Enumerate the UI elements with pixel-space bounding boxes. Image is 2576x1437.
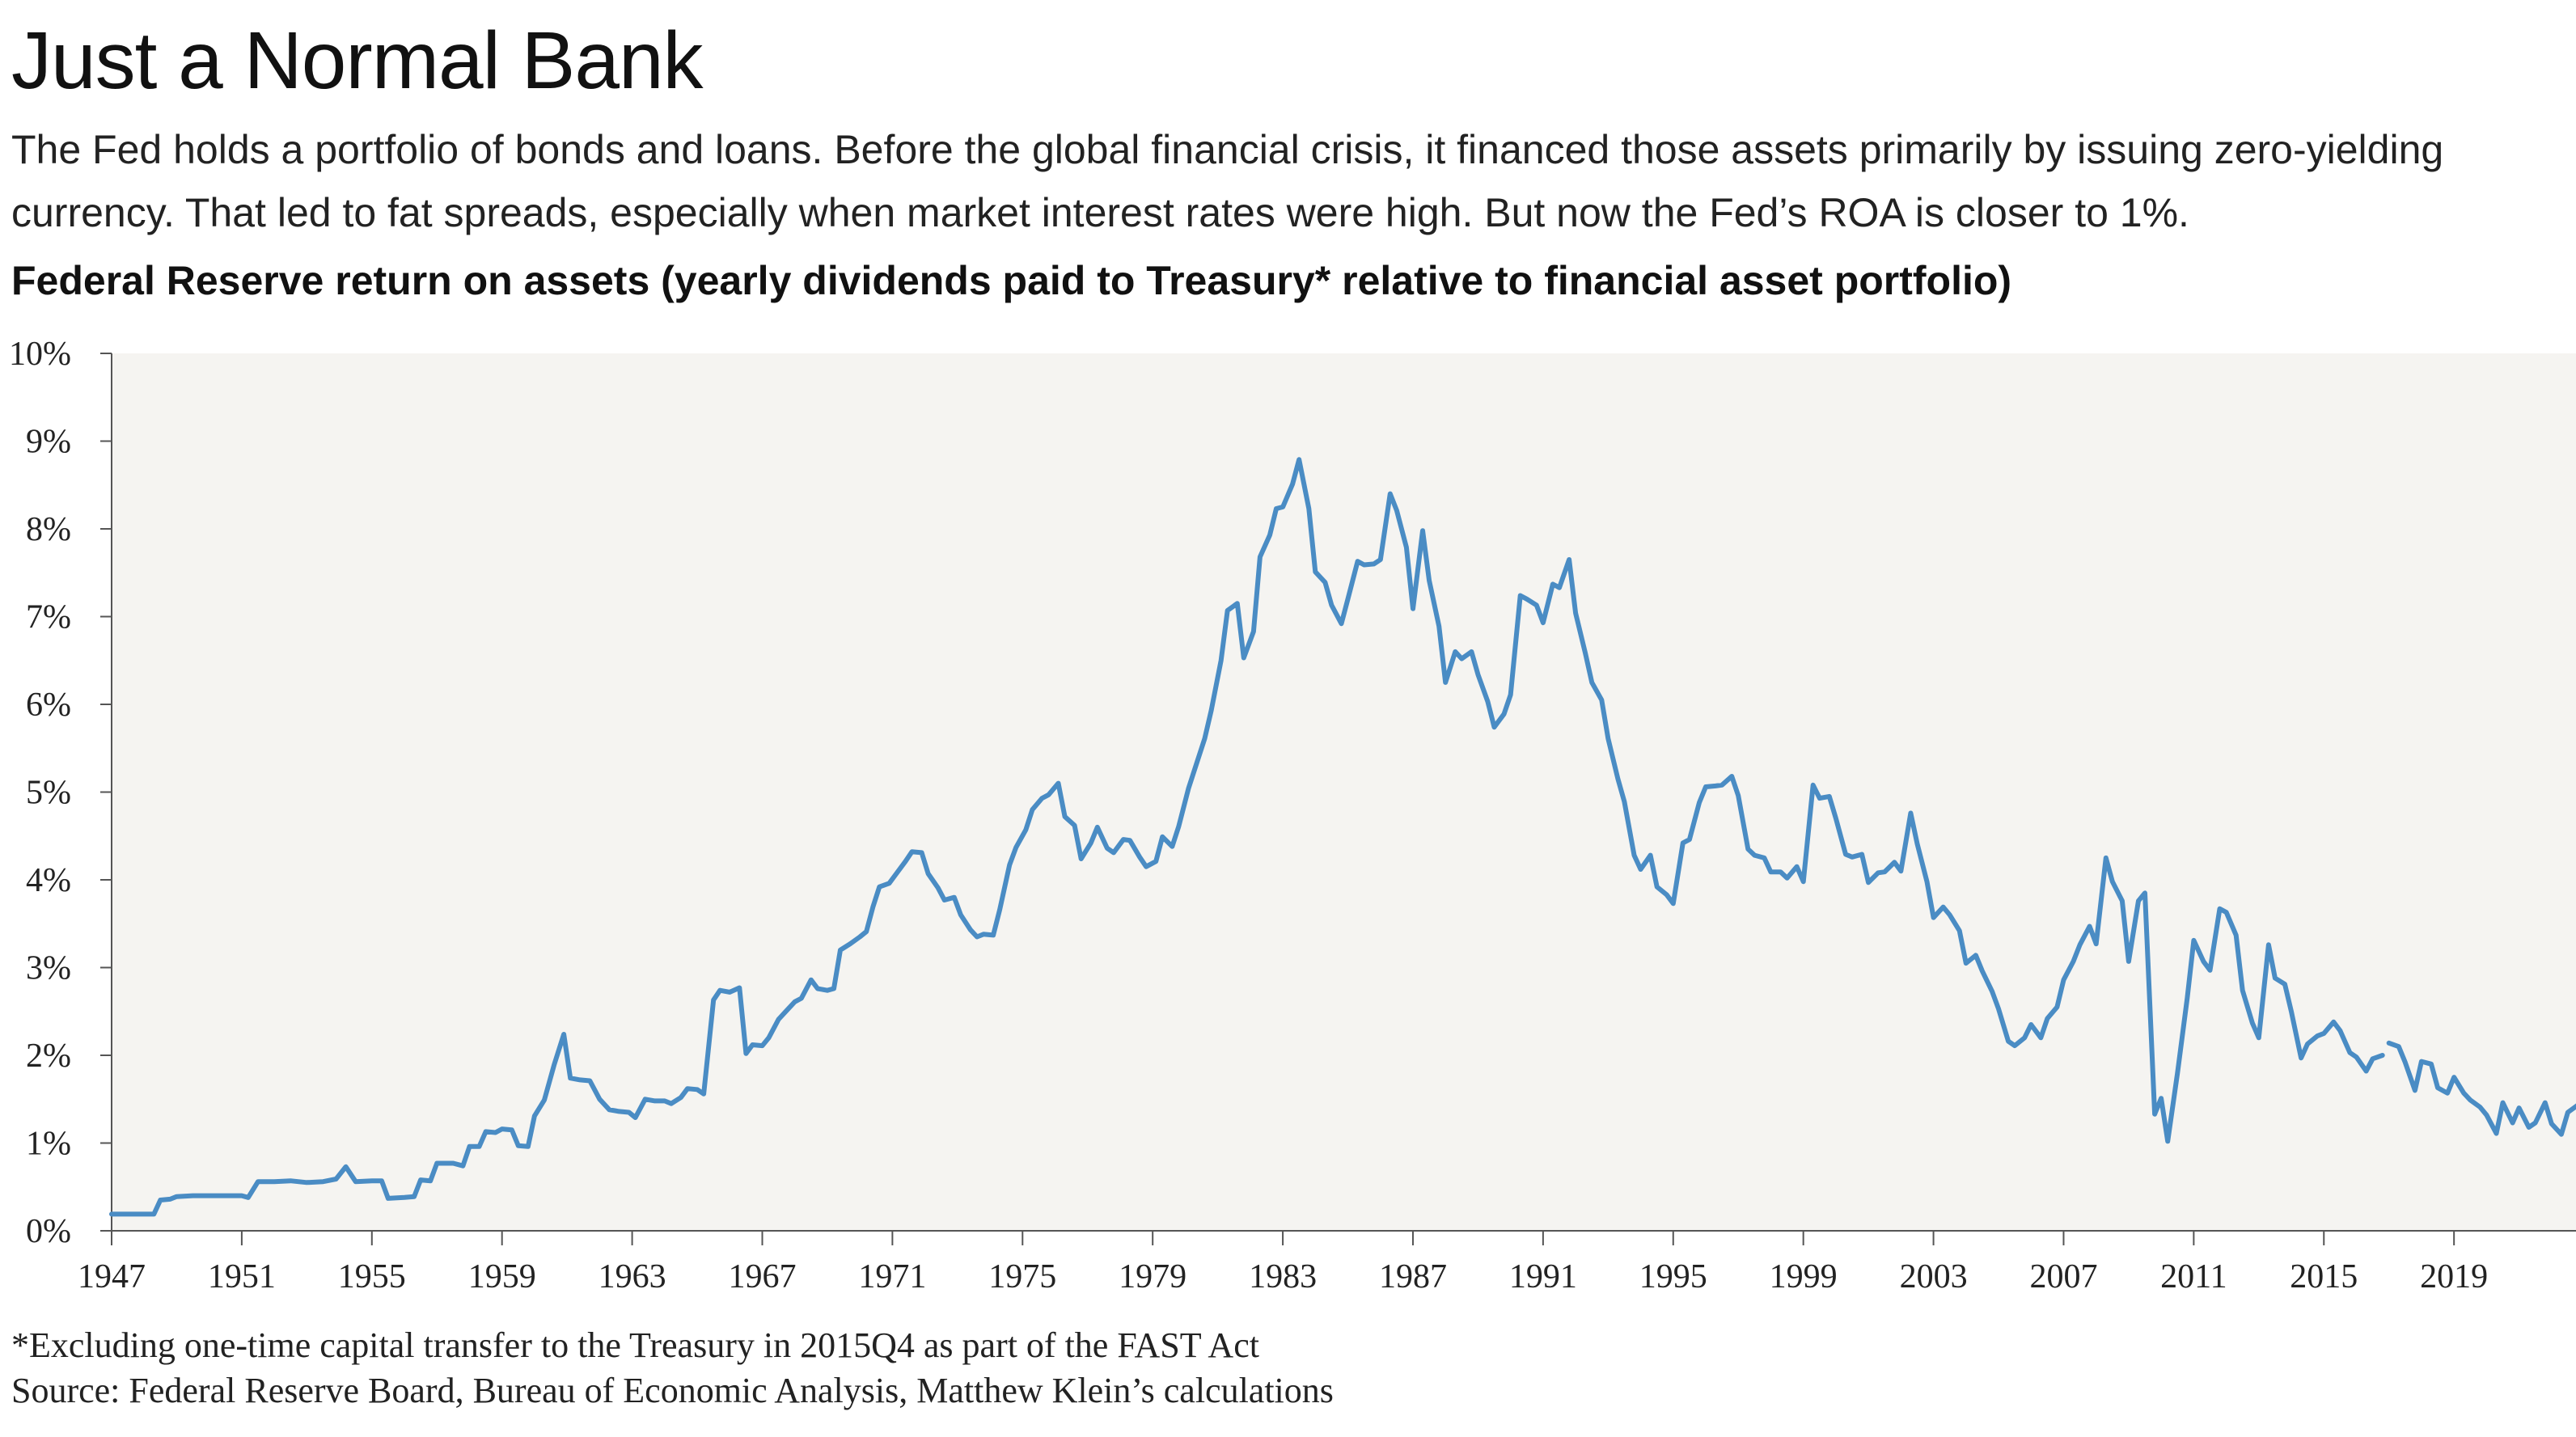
chart-title: Federal Reserve return on assets (yearly…	[11, 258, 2012, 303]
x-tick-label: 1983	[1249, 1258, 1317, 1295]
y-tick-label: 6%	[26, 687, 71, 724]
y-tick-label: 4%	[26, 862, 71, 899]
y-tick-label: 9%	[26, 424, 71, 461]
x-tick-label: 1995	[1639, 1258, 1707, 1295]
x-tick-label: 2015	[2290, 1258, 2358, 1295]
x-tick-label: 1987	[1379, 1258, 1447, 1295]
y-tick-label: 3%	[26, 950, 71, 987]
x-tick-label: 1991	[1509, 1258, 1577, 1295]
series-line	[109, 457, 2385, 1217]
x-tick-label: 1955	[338, 1258, 406, 1295]
y-tick-label: 10%	[9, 336, 71, 373]
page-subtitle: The Fed holds a portfolio of bonds and l…	[11, 127, 2444, 235]
x-tick-label: 1999	[1770, 1258, 1838, 1295]
y-tick-label: 8%	[26, 511, 71, 548]
footnote: *Excluding one-time capital transfer to …	[11, 1325, 1259, 1365]
x-tick-label: 1971	[858, 1258, 926, 1295]
y-tick-label: 2%	[26, 1038, 71, 1075]
source-note: Source: Federal Reserve Board, Bureau of…	[11, 1371, 1334, 1410]
x-tick-label: 1947	[78, 1258, 146, 1295]
x-tick-label: 1975	[988, 1258, 1056, 1295]
x-tick-label: 1967	[728, 1258, 796, 1295]
x-tick-label: 1979	[1119, 1258, 1186, 1295]
x-tick-label: 2003	[1900, 1258, 1968, 1295]
x-tick-label: 2019	[2420, 1258, 2488, 1295]
y-tick-label: 7%	[26, 599, 71, 636]
y-tick-label: 0%	[26, 1213, 71, 1250]
x-tick-label: 1963	[599, 1258, 666, 1295]
x-tick-label: 1951	[208, 1258, 276, 1295]
y-tick-label: 5%	[26, 775, 71, 812]
plot-area	[112, 353, 2576, 1231]
x-tick-label: 2007	[2029, 1258, 2097, 1295]
series-line	[2386, 1040, 2576, 1137]
page-title: Just a Normal Bank	[11, 15, 704, 106]
x-tick-label: 2011	[2160, 1258, 2227, 1295]
x-tick-label: 1959	[468, 1258, 536, 1295]
y-tick-label: 1%	[26, 1126, 71, 1163]
